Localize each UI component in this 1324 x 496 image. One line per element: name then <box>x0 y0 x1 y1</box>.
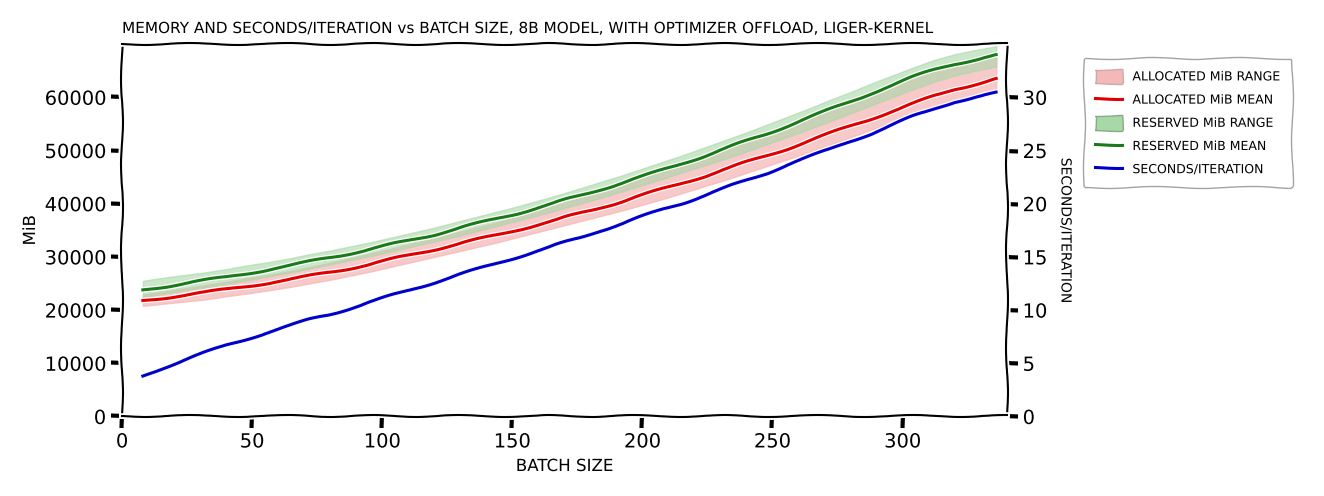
Y-axis label: MiB: MiB <box>21 215 38 246</box>
Text: MEMORY AND SECONDS/ITERATION vs BATCH SIZE, 8B MODEL, WITH OPTIMIZER OFFLOAD, LI: MEMORY AND SECONDS/ITERATION vs BATCH SI… <box>122 21 932 36</box>
Legend: ALLOCATED MiB RANGE, ALLOCATED MiB MEAN, RESERVED MiB RANGE, RESERVED MiB MEAN, : ALLOCATED MiB RANGE, ALLOCATED MiB MEAN,… <box>1083 58 1292 187</box>
X-axis label: BATCH SIZE: BATCH SIZE <box>516 457 613 475</box>
Y-axis label: SECONDS/ITERATION: SECONDS/ITERATION <box>1058 158 1072 303</box>
